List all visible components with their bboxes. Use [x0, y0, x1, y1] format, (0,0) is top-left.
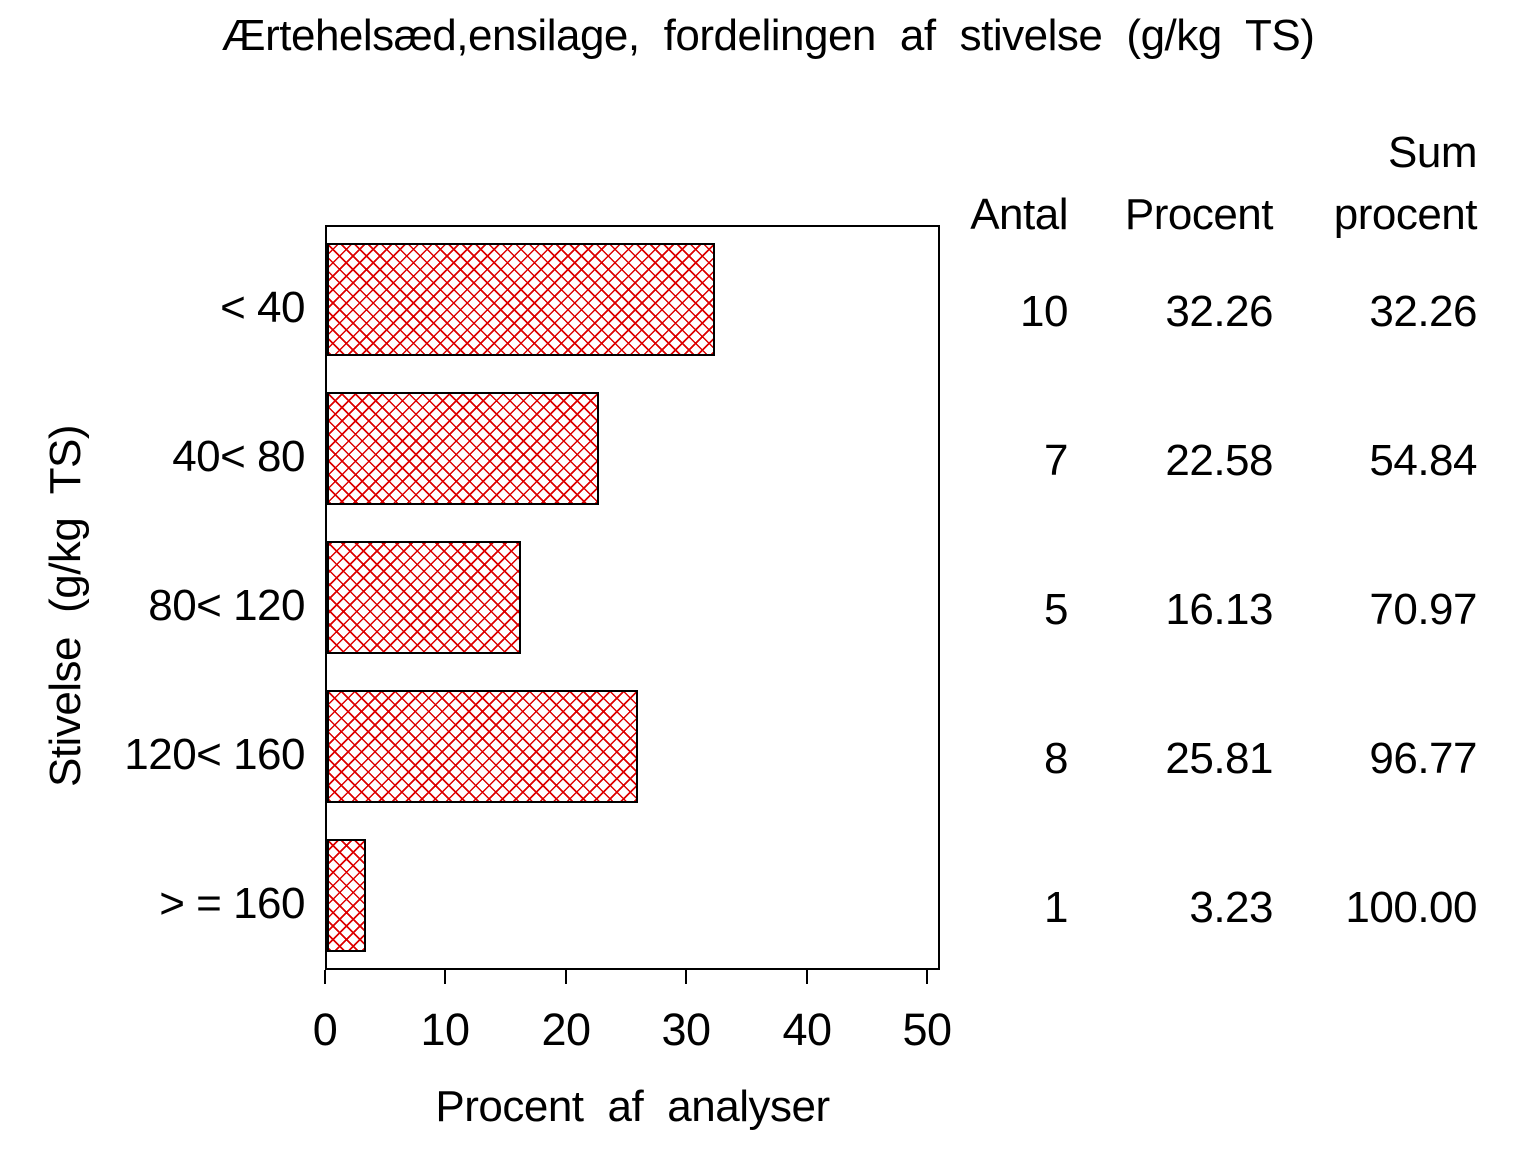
table-header-sum-line1: Sum — [1388, 128, 1477, 177]
bar-0 — [327, 243, 715, 356]
table-cell-antal: 8 — [1044, 734, 1068, 783]
plot-area — [325, 225, 940, 970]
bar-4 — [327, 839, 366, 952]
x-tick-mark — [926, 970, 928, 984]
y-category-label: > = 160 — [159, 879, 305, 928]
table-cell-procent: 16.13 — [1165, 585, 1273, 634]
x-tick-mark — [685, 970, 687, 984]
table-header-sum-line2: procent — [1333, 190, 1478, 239]
x-tick-label: 0 — [312, 1004, 338, 1055]
x-axis-label: Procent af analyser — [435, 1082, 830, 1131]
y-category-label: < 40 — [220, 283, 305, 332]
table-cell-sum-procent: 70.97 — [1369, 585, 1477, 634]
y-category-label: 80< 120 — [148, 581, 305, 630]
table-cell-procent: 3.23 — [1189, 883, 1273, 932]
table-cell-sum-procent: 96.77 — [1369, 734, 1477, 783]
table-cell-antal: 10 — [1020, 287, 1068, 336]
x-tick-label: 50 — [902, 1004, 952, 1055]
table-cell-sum-procent: 54.84 — [1369, 436, 1477, 485]
bar-1 — [327, 392, 599, 505]
chart-title: Ærtehelsæd,ensilage, fordelingen af stiv… — [221, 11, 1315, 60]
table-cell-antal: 1 — [1044, 883, 1068, 932]
x-tick-label: 40 — [782, 1004, 832, 1055]
y-category-label: 120< 160 — [124, 730, 305, 779]
x-tick-mark — [565, 970, 567, 984]
table-cell-procent: 32.26 — [1165, 287, 1273, 336]
x-tick-label: 10 — [420, 1004, 470, 1055]
table-header-antal: Antal — [970, 190, 1068, 239]
table-cell-antal: 5 — [1044, 585, 1068, 634]
x-tick-label: 30 — [661, 1004, 711, 1055]
x-tick-mark — [444, 970, 446, 984]
y-category-label: 40< 80 — [172, 432, 305, 481]
table-cell-sum-procent: 100.00 — [1345, 883, 1477, 932]
x-tick-mark — [324, 970, 326, 984]
table-cell-antal: 7 — [1044, 436, 1068, 485]
table-header-procent: Procent — [1124, 190, 1274, 239]
table-cell-sum-procent: 32.26 — [1369, 287, 1477, 336]
table-cell-procent: 22.58 — [1165, 436, 1273, 485]
x-tick-label: 20 — [541, 1004, 591, 1055]
table-cell-procent: 25.81 — [1165, 734, 1273, 783]
bar-2 — [327, 541, 521, 654]
bar-3 — [327, 690, 638, 803]
x-tick-mark — [806, 970, 808, 984]
